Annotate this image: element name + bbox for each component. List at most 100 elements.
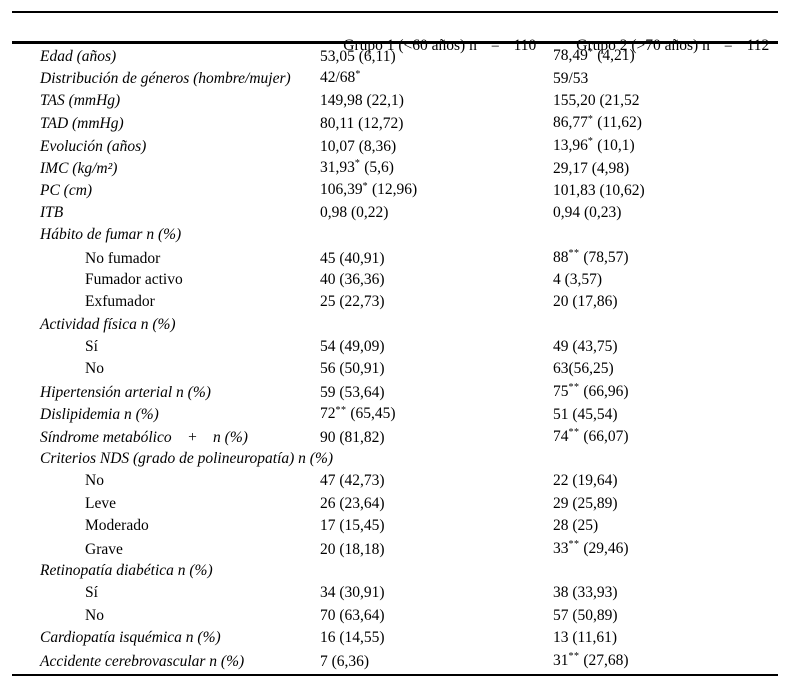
group1-label: Grupo 1 (<60 años) n — [343, 37, 477, 55]
group2-value: 4 (3,57) — [553, 270, 603, 288]
group1-value: 47 (42,73) — [320, 472, 385, 490]
table-row: Criterios NDS (grado de polineuropatía) … — [12, 448, 778, 470]
row-label: No — [85, 472, 104, 490]
table-row: Actividad física n (%) — [12, 314, 778, 336]
table-row: ITB 0,98 (0,22) 0,94 (0,23) — [12, 202, 778, 224]
significance-marker: * — [355, 68, 361, 80]
row-label: Sí — [85, 584, 98, 602]
table-row: Grave 20 (18,18) 33** (29,46) — [12, 538, 778, 560]
table-row: TAS (mmHg) 149,98 (22,1) 155,20 (21,52 — [12, 90, 778, 112]
group2-value: 38 (33,93) — [553, 584, 618, 602]
clinical-comparison-table: Grupo 1 (<60 años) n = 110 Grupo 2 (>70 añ… — [12, 11, 778, 676]
header-group1-cell: Grupo 1 (<60 años) n = 110 — [320, 13, 553, 80]
group1-count: 110 — [513, 37, 537, 55]
group1-equals-sign: = — [490, 37, 500, 55]
group1-value: 42/68* — [320, 68, 361, 87]
group2-value: 13,96* (10,1) — [553, 136, 635, 154]
table-row: Distribución de géneros (hombre/mujer) 42… — [12, 67, 778, 89]
row-label: Criterios NDS (grado de polineuropatía) … — [40, 450, 334, 468]
significance-marker: ** — [568, 382, 580, 394]
group2-value: 29,17 (4,98) — [553, 159, 630, 177]
row-label: Edad (años) — [40, 48, 117, 65]
row-label: Sí — [85, 338, 98, 356]
significance-marker: * — [362, 180, 369, 192]
significance-marker: * — [587, 113, 594, 125]
table-row: Moderado 17 (15,45) 28 (25) — [12, 515, 778, 537]
row-label: Exfumador — [85, 293, 155, 311]
group1-value: 59 (53,64) — [320, 383, 385, 401]
group1-value: 149,98 (22,1) — [320, 91, 404, 109]
row-label: TAD (mmHg) — [40, 115, 124, 133]
group1-value: 10,07 (8,36) — [320, 137, 397, 155]
table-row: IMC (kg/m²) 31,93* (5,6) 29,17 (4,98) — [12, 157, 778, 179]
row-label: Hábito de fumar n (%) — [40, 226, 182, 244]
table-row: Edad (años) 53,05 (6,11) 78,49* (4,21) — [12, 45, 778, 67]
table-row: TAD (mmHg) 80,11 (12,72) 86,77* (11,62) — [12, 112, 778, 134]
group2-value: 28 (25) — [553, 517, 599, 535]
group1-value: 20 (18,18) — [320, 540, 385, 558]
group1-value: 25 (22,73) — [320, 293, 385, 311]
group1-value: 90 (81,82) — [320, 428, 385, 446]
table-row: Síndrome metabólico + n (%) 90 (81,82) 74*… — [12, 426, 778, 448]
group1-value: 0,98 (0,22) — [320, 203, 389, 221]
table-row: Hipertensión arterial n (%) 59 (53,64) 75*… — [12, 381, 778, 403]
row-label: No fumador — [85, 249, 161, 267]
table-row: No 70 (63,64) 57 (50,89) — [12, 605, 778, 627]
group2-value: 22 (19,64) — [553, 472, 618, 490]
row-label: Distribución de géneros (hombre/mujer) — [40, 70, 291, 88]
row-label: IMC (kg/m²) — [40, 159, 118, 177]
group1-value: 80,11 (12,72) — [320, 115, 404, 133]
table-row: No 47 (42,73) 22 (19,64) — [12, 470, 778, 492]
row-label: Moderado — [85, 517, 149, 535]
group1-value: 45 (40,91) — [320, 249, 385, 267]
significance-marker: ** — [568, 651, 580, 663]
significance-marker: ** — [335, 404, 347, 416]
significance-marker: ** — [568, 427, 580, 439]
row-label: No — [85, 360, 104, 378]
table-row: PC (cm) 106,39* (12,96) 101,83 (10,62) — [12, 179, 778, 201]
row-label: Accidente cerebrovascular n (%) — [40, 652, 245, 670]
table-row: Dislipidemia n (%) 72** (65,45) 51 (45,54) — [12, 403, 778, 425]
group1-value: 26 (23,64) — [320, 494, 385, 512]
row-label: Actividad física n (%) — [40, 315, 176, 333]
group2-value: 78,49* (4,21) — [553, 46, 635, 65]
table-row: Sí 54 (49,09) 49 (43,75) — [12, 336, 778, 358]
group2-value: 51 (45,54) — [553, 406, 618, 424]
group2-label: Grupo 2 (>70 años) n — [576, 37, 710, 55]
row-label: ITB — [40, 203, 64, 221]
table-row: No fumador 45 (40,91) 88** (78,57) — [12, 247, 778, 269]
table-row: Accidente cerebrovascular n (%) 7 (6,36) 3… — [12, 650, 778, 672]
group2-count: 112 — [746, 37, 770, 55]
group1-value: 53,05 (6,11) — [320, 48, 396, 65]
table-row: No 56 (50,91) 63(56,25) — [12, 358, 778, 380]
row-label: Dislipidemia n (%) — [40, 406, 159, 424]
table-row: Fumador activo 40 (36,36) 4 (3,57) — [12, 269, 778, 291]
group1-value: 56 (50,91) — [320, 360, 385, 378]
row-label: Síndrome metabólico + n (%) — [40, 428, 248, 446]
table-row: Sí 34 (30,91) 38 (33,93) — [12, 582, 778, 604]
table-row: Cardiopatía isquémica n (%) 16 (14,55) 13 … — [12, 627, 778, 649]
row-label: No — [85, 606, 104, 624]
group2-value: 13 (11,61) — [553, 629, 617, 647]
group1-value: 17 (15,45) — [320, 517, 385, 535]
row-label: TAS (mmHg) — [40, 91, 121, 109]
group1-value: 106,39* (12,96) — [320, 180, 418, 199]
row-label: Fumador activo — [85, 270, 183, 288]
header-group2-cell: Grupo 2 (>70 años) n = 112 — [553, 13, 778, 80]
row-label: Grave — [85, 540, 123, 558]
group2-equals-sign: = — [723, 37, 733, 55]
group1-value: 54 (49,09) — [320, 338, 385, 356]
group1-value: 40 (36,36) — [320, 270, 385, 288]
table-body: Edad (años) 53,05 (6,11) 78,49* (4,21) Dist… — [12, 44, 778, 674]
table-row: Leve 26 (23,64) 29 (25,89) — [12, 493, 778, 515]
table-row: Retinopatía diabética n (%) — [12, 560, 778, 582]
group1-value: 16 (14,55) — [320, 629, 385, 647]
significance-marker: ** — [568, 248, 580, 260]
group2-value: 74** (66,07) — [553, 427, 629, 445]
row-label: Evolución (años) — [40, 137, 147, 155]
table-row: Exfumador 25 (22,73) 20 (17,86) — [12, 291, 778, 313]
table-row: Evolución (años) 10,07 (8,36) 13,96* (10,1… — [12, 135, 778, 157]
row-label: Cardiopatía isquémica n (%) — [40, 629, 221, 647]
group1-value: 72** (65,45) — [320, 404, 396, 423]
group1-value: 31,93* (5,6) — [320, 158, 394, 176]
